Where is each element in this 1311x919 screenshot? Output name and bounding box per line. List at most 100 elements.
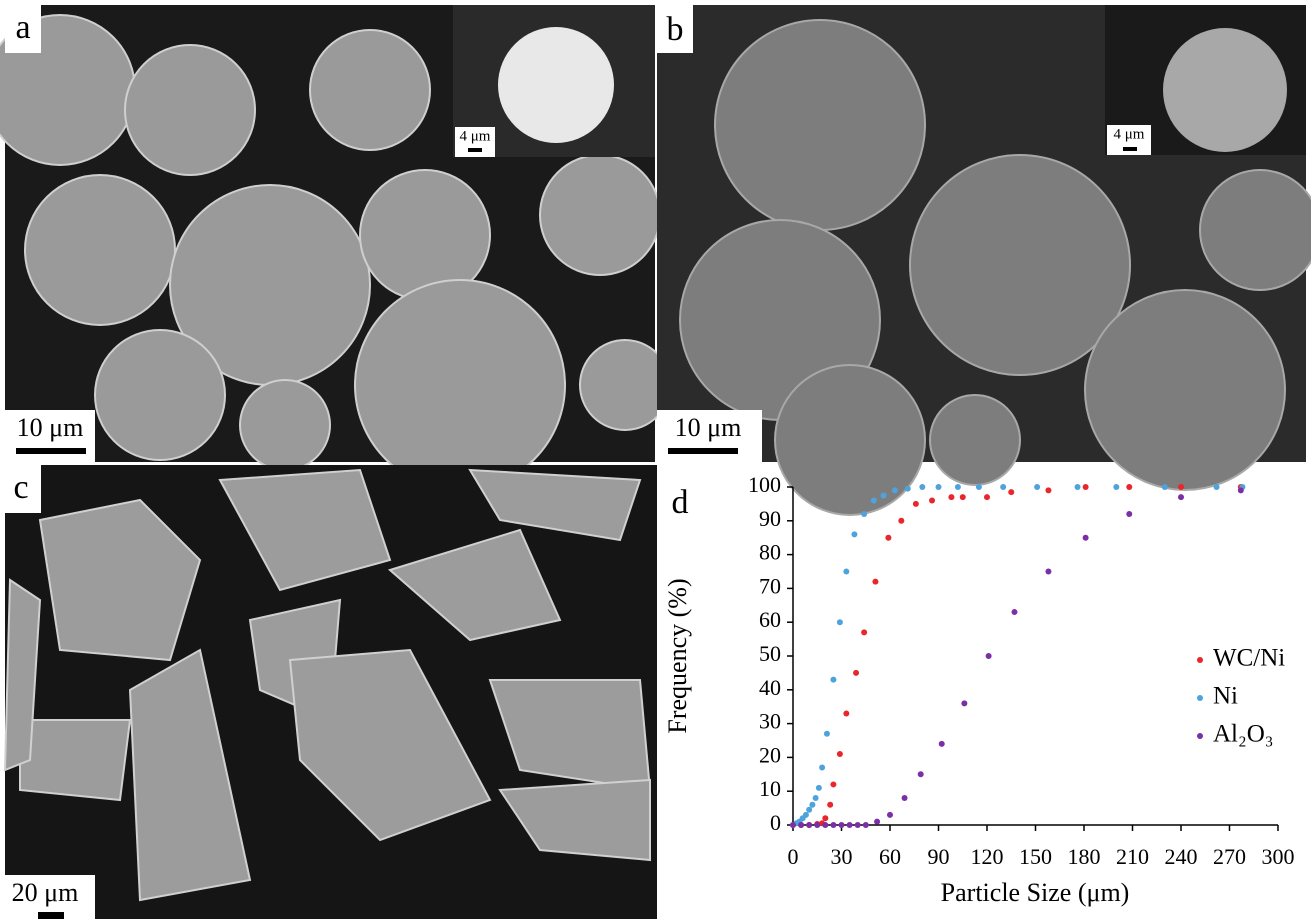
point: [871, 498, 877, 504]
point: [790, 822, 796, 828]
point: [803, 812, 809, 818]
point: [929, 498, 935, 504]
point: [984, 494, 990, 500]
point: [1000, 484, 1006, 490]
point: [1075, 484, 1081, 490]
scale-bar: 20 μm: [12, 878, 79, 907]
point: [847, 822, 853, 828]
point: [861, 629, 867, 635]
legend-marker: [1197, 733, 1203, 739]
panel-label: b: [667, 11, 684, 48]
point: [806, 807, 812, 813]
point: [1126, 484, 1132, 490]
point: [1178, 494, 1184, 500]
point: [1113, 484, 1119, 490]
point: [843, 569, 849, 575]
x-tick-label: 150: [1019, 844, 1052, 869]
point: [918, 771, 924, 777]
scale-bar: 10 μm: [17, 413, 84, 442]
point: [885, 535, 891, 541]
point: [837, 619, 843, 625]
y-axis-label: Frequency (%): [663, 578, 692, 733]
point: [976, 484, 982, 490]
point: [827, 802, 833, 808]
point: [798, 822, 804, 828]
y-tick-label: 30: [759, 709, 781, 734]
y-tick-label: 80: [759, 540, 781, 565]
x-tick-label: 0: [788, 844, 799, 869]
point: [902, 795, 908, 801]
page: a 4 μm 10 μm b 4 μm 10 μm: [0, 0, 1311, 919]
point: [809, 802, 815, 808]
x-tick-label: 60: [879, 844, 901, 869]
scale-bar: 10 μm: [675, 413, 742, 442]
y-tick-label: 10: [759, 776, 781, 801]
point: [1011, 609, 1017, 615]
panel-b: b 4 μm 10 μm: [657, 5, 1311, 515]
panel-label: d: [672, 484, 689, 521]
legend-label: Al₂O₃: [1213, 721, 1274, 748]
point: [898, 518, 904, 524]
point: [822, 822, 828, 828]
panel-label: a: [15, 9, 30, 46]
point: [1083, 535, 1089, 541]
point: [824, 731, 830, 737]
point: [1126, 511, 1132, 517]
point: [855, 822, 861, 828]
panel-c: c 20 μm: [5, 465, 657, 919]
point: [1083, 484, 1089, 490]
point: [986, 653, 992, 659]
point: [839, 822, 845, 828]
y-tick-label: 90: [759, 506, 781, 531]
legend-label: Ni: [1213, 683, 1238, 710]
y-tick-label: 70: [759, 573, 781, 598]
point: [874, 819, 880, 825]
point: [830, 677, 836, 683]
x-tick-label: 120: [971, 844, 1004, 869]
point: [887, 812, 893, 818]
y-tick-label: 50: [759, 641, 781, 666]
point: [936, 484, 942, 490]
x-tick-label: 300: [1262, 844, 1295, 869]
point: [955, 484, 961, 490]
point: [913, 501, 919, 507]
x-tick-label: 180: [1068, 844, 1101, 869]
point: [919, 484, 925, 490]
legend-marker: [1197, 695, 1203, 701]
point: [843, 710, 849, 716]
point: [948, 494, 954, 500]
point: [1045, 569, 1051, 575]
inset-scale-bar: 4 μm: [460, 128, 491, 144]
panel-a: a 4 μm 10 μm: [0, 5, 670, 490]
x-tick-label: 270: [1213, 844, 1246, 869]
point: [816, 785, 822, 791]
x-tick-label: 30: [831, 844, 853, 869]
point: [822, 815, 828, 821]
point: [814, 822, 820, 828]
point: [1162, 484, 1168, 490]
point: [961, 700, 967, 706]
point: [1034, 484, 1040, 490]
point: [1008, 489, 1014, 495]
panel-label: c: [13, 469, 28, 506]
point: [1214, 484, 1220, 490]
point: [881, 492, 887, 498]
point: [819, 765, 825, 771]
x-axis-label: Particle Size (μm): [941, 878, 1130, 907]
point: [892, 487, 898, 493]
y-tick-label: 100: [748, 472, 781, 497]
legend-label: WC/Ni: [1213, 645, 1285, 672]
inset-scale-bar: 4 μm: [1114, 126, 1145, 142]
point: [1045, 487, 1051, 493]
point: [1178, 484, 1184, 490]
figure: a 4 μm 10 μm b 4 μm 10 μm: [0, 0, 1311, 919]
y-tick-label: 0: [770, 810, 781, 835]
point: [872, 579, 878, 585]
legend-marker: [1197, 657, 1203, 663]
point: [830, 781, 836, 787]
y-tick-label: 20: [759, 742, 781, 767]
x-tick-label: 90: [928, 844, 950, 869]
point: [853, 670, 859, 676]
point: [806, 822, 812, 828]
point: [905, 486, 911, 492]
